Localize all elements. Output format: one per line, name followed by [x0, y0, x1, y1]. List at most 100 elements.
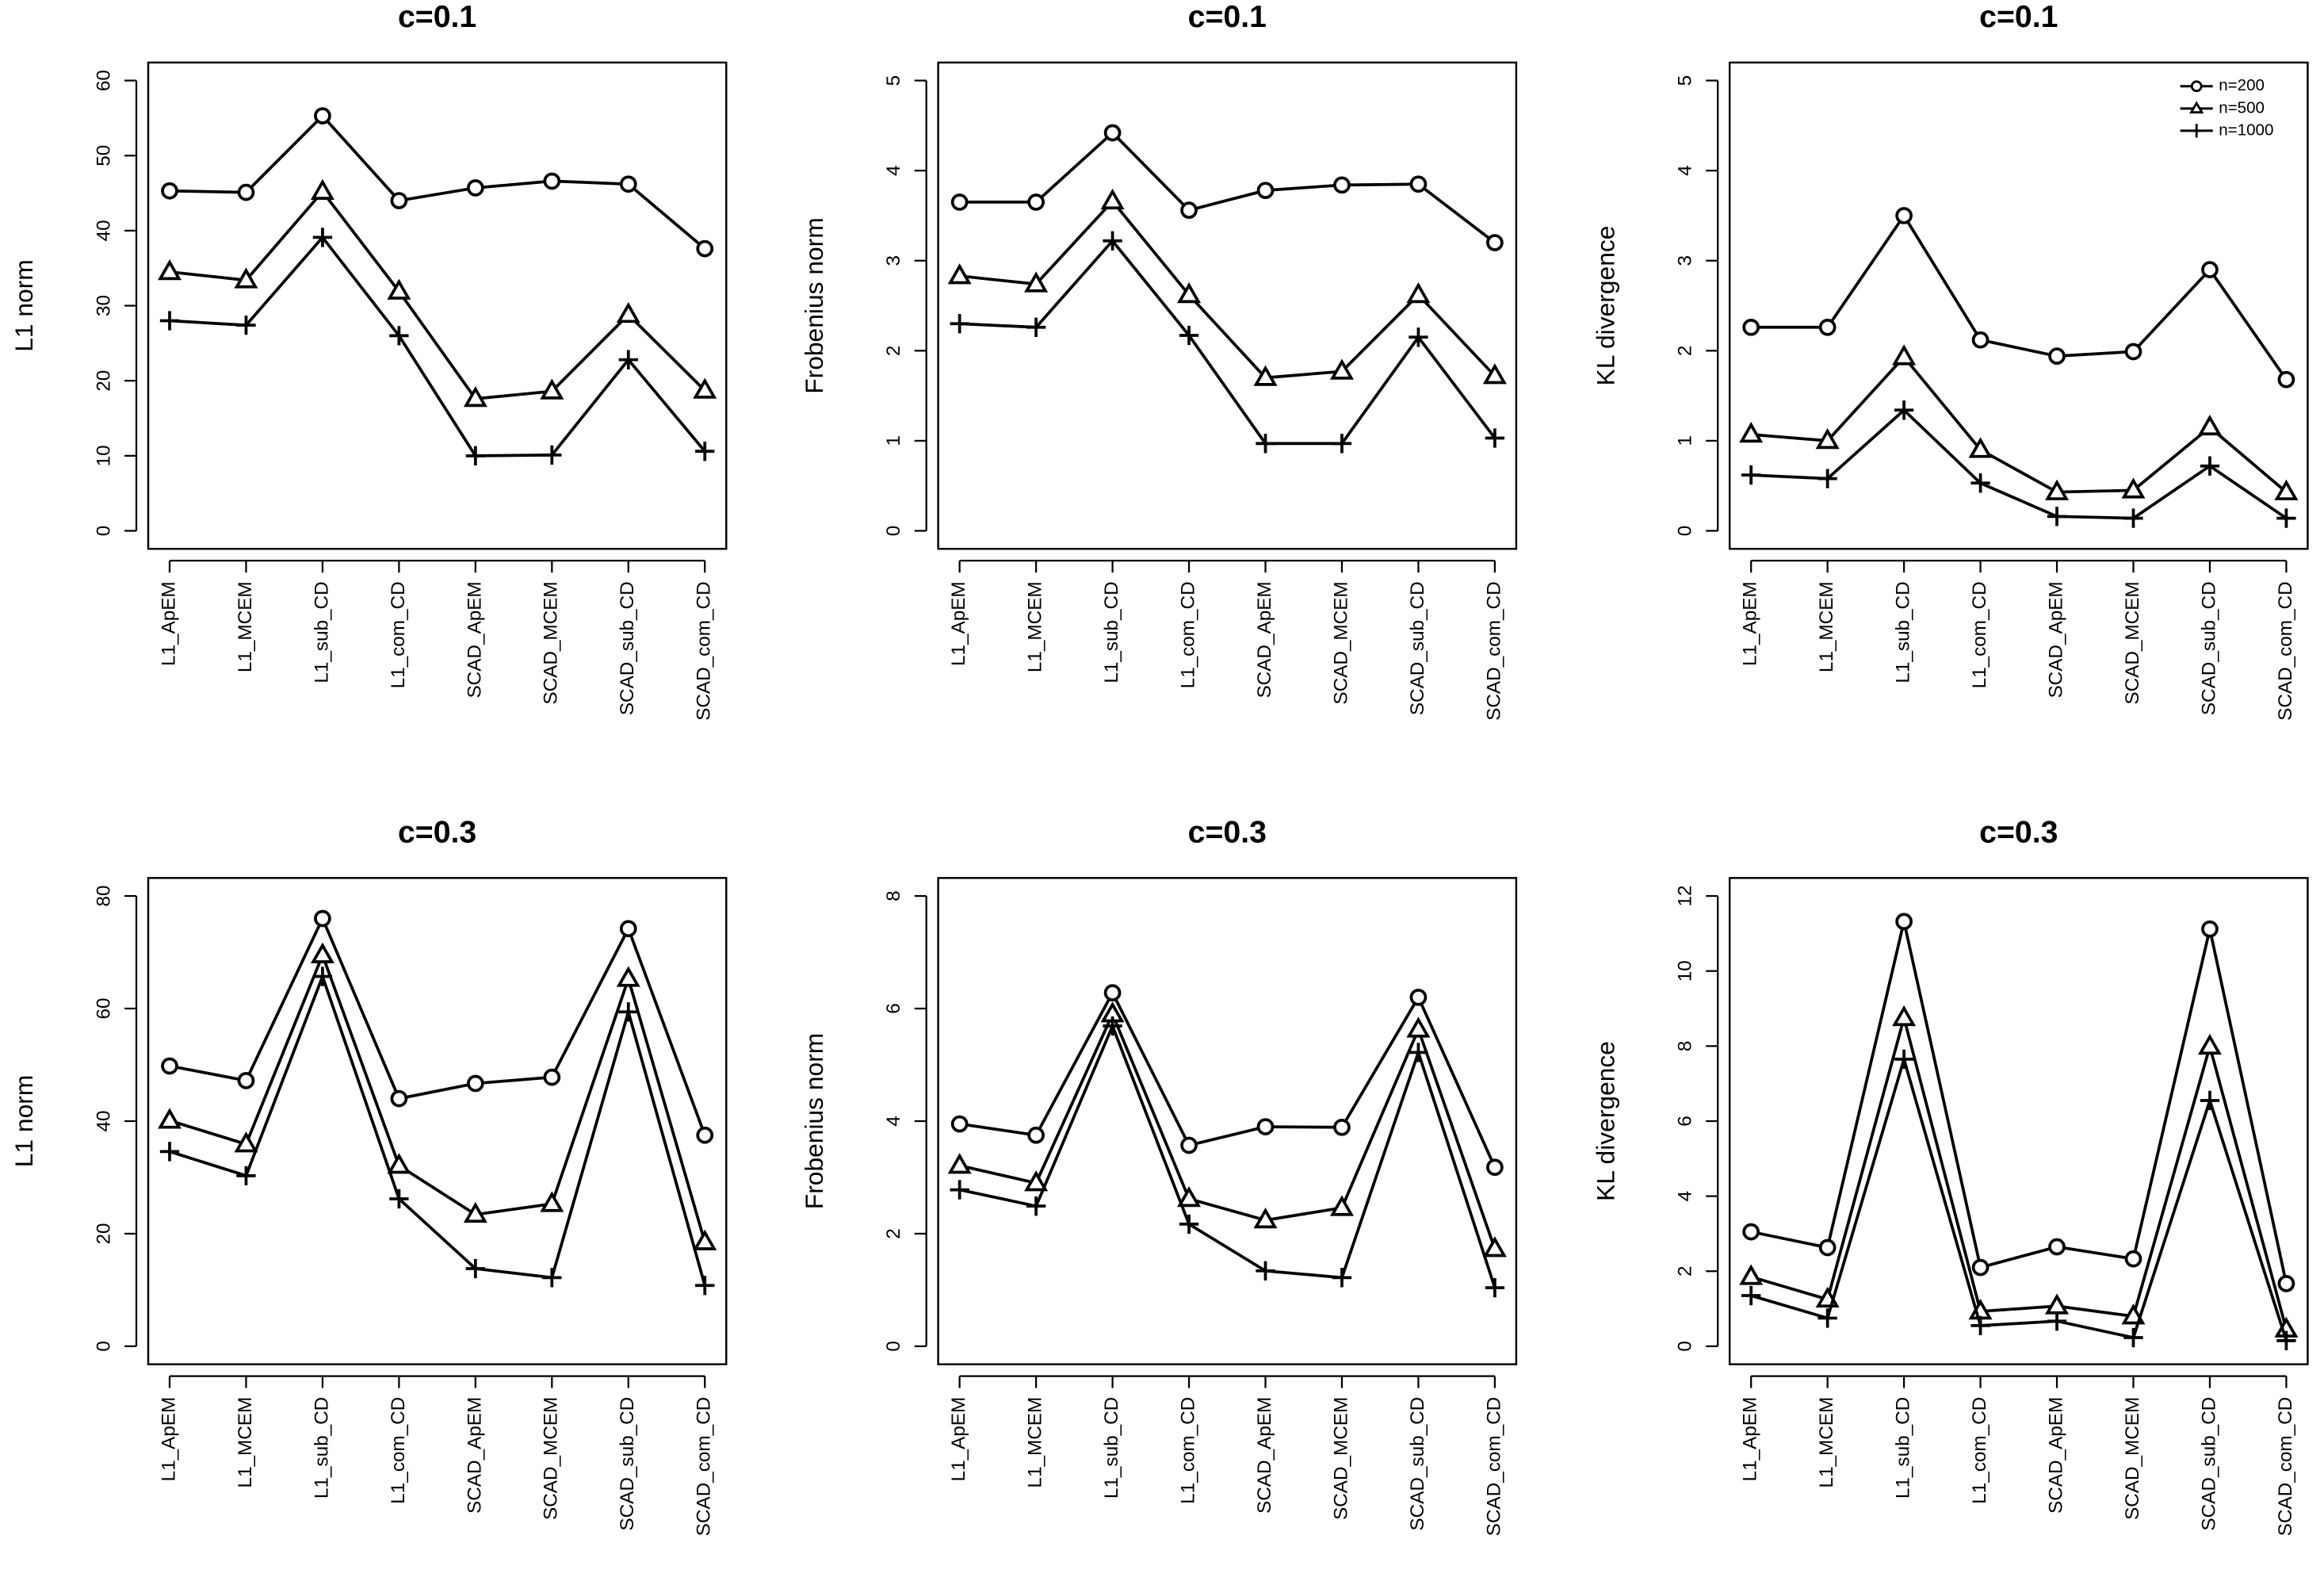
y-tick-label: 60: [93, 997, 114, 1019]
y-tick-label: 8: [1675, 1041, 1696, 1052]
x-tick-label: SCAD_com_CD: [2275, 581, 2296, 721]
point: [2200, 456, 2220, 476]
series-line: [959, 990, 1496, 1168]
x-tick-label: SCAD_com_CD: [694, 581, 715, 721]
y-tick-label: 0: [883, 1341, 904, 1352]
point: [1026, 317, 1046, 337]
y-tick-label: 4: [883, 1116, 904, 1127]
series-line: [959, 1010, 1496, 1250]
point: [159, 311, 180, 331]
point: [1332, 434, 1352, 454]
x-tick-label: SCAD_com_CD: [694, 1397, 715, 1537]
x-tick-label: SCAD_ApEM: [2045, 1397, 2066, 1514]
point: [2047, 507, 2067, 526]
x-tick-label: L1_sub_CD: [311, 581, 332, 683]
point: [2045, 479, 2070, 500]
point: [2197, 414, 2222, 436]
point: [1333, 176, 1351, 194]
y-tick-label: 80: [93, 886, 114, 907]
point: [2124, 343, 2142, 361]
x-tick-label: L1_MCEM: [235, 1397, 256, 1488]
y-axis-label: L1 norm: [10, 1075, 38, 1168]
x-tick-label: SCAD_sub_CD: [2198, 1397, 2219, 1531]
point: [1895, 207, 1913, 224]
point: [1409, 175, 1428, 193]
x-tick-label: SCAD_MCEM: [1330, 581, 1351, 704]
x-tick-label: SCAD_MCEM: [1330, 1397, 1351, 1520]
point: [1892, 1005, 1917, 1027]
y-tick-label: 2: [1675, 346, 1696, 357]
point: [1409, 327, 1428, 347]
point: [1894, 400, 1914, 420]
point: [1485, 1277, 1505, 1298]
point: [1818, 318, 1837, 336]
point: [2045, 1293, 2070, 1315]
point: [2274, 479, 2299, 500]
y-tick-label: 20: [93, 370, 114, 392]
x-tick-label: L1_sub_CD: [1893, 1397, 1914, 1499]
point: [465, 446, 486, 465]
point: [1971, 331, 1990, 349]
point: [1333, 1118, 1351, 1136]
point: [2277, 370, 2295, 389]
point: [312, 228, 333, 247]
y-tick-label: 0: [1675, 1341, 1696, 1352]
series-line: [1750, 921, 2288, 1284]
point: [390, 192, 408, 209]
point: [619, 920, 637, 938]
series-line: [169, 235, 706, 457]
series-line: [1751, 354, 2288, 494]
point: [463, 385, 487, 408]
point: [1256, 1261, 1275, 1280]
point: [2048, 1238, 2066, 1256]
series-line: [959, 1022, 1496, 1288]
point: [1409, 1043, 1428, 1062]
point: [1180, 201, 1198, 219]
point: [543, 172, 561, 190]
x-tick-label: SCAD_sub_CD: [1407, 1397, 1428, 1531]
x-tick-label: L1_MCEM: [1816, 1397, 1837, 1488]
x-tick-label: L1_ApEM: [948, 1397, 969, 1482]
point: [1027, 1126, 1045, 1144]
y-tick-label: 50: [93, 145, 114, 167]
y-tick-label: 12: [1675, 886, 1696, 907]
point: [542, 445, 562, 465]
x-tick-label: SCAD_ApEM: [464, 1397, 485, 1514]
y-tick-label: 1: [883, 435, 904, 446]
x-tick-label: SCAD_sub_CD: [2198, 581, 2219, 715]
y-tick-label: 6: [1675, 1116, 1696, 1127]
point: [1742, 318, 1760, 336]
point: [236, 1166, 256, 1185]
point: [234, 267, 258, 289]
x-tick-label: SCAD_MCEM: [2122, 1397, 2143, 1520]
point: [1970, 473, 1990, 493]
point: [1103, 124, 1122, 142]
y-tick-label: 8: [883, 890, 904, 902]
point: [387, 278, 411, 300]
point: [2276, 508, 2296, 528]
point: [1741, 465, 1761, 485]
point: [2124, 1250, 2142, 1268]
point: [1741, 1285, 1761, 1306]
legend-marker: [2189, 124, 2204, 138]
point: [947, 263, 972, 285]
point: [2123, 1327, 2143, 1348]
x-tick-label: L1_com_CD: [1969, 581, 1990, 688]
point: [1180, 1136, 1198, 1154]
point: [2201, 261, 2219, 278]
point: [1177, 1186, 1202, 1208]
point: [947, 1153, 972, 1174]
point: [310, 942, 334, 963]
x-tick-label: L1_com_CD: [388, 581, 409, 688]
point: [2047, 1311, 2067, 1331]
point: [695, 442, 715, 461]
point: [1026, 1196, 1046, 1216]
x-tick-label: L1_com_CD: [1177, 1397, 1198, 1504]
point: [1179, 1214, 1199, 1235]
point: [1970, 1315, 1990, 1336]
series-line: [959, 198, 1496, 380]
series-line: [169, 189, 706, 400]
x-tick-label: L1_ApEM: [158, 581, 179, 666]
y-tick-label: 3: [1675, 255, 1696, 266]
legend-marker: [2190, 80, 2203, 93]
